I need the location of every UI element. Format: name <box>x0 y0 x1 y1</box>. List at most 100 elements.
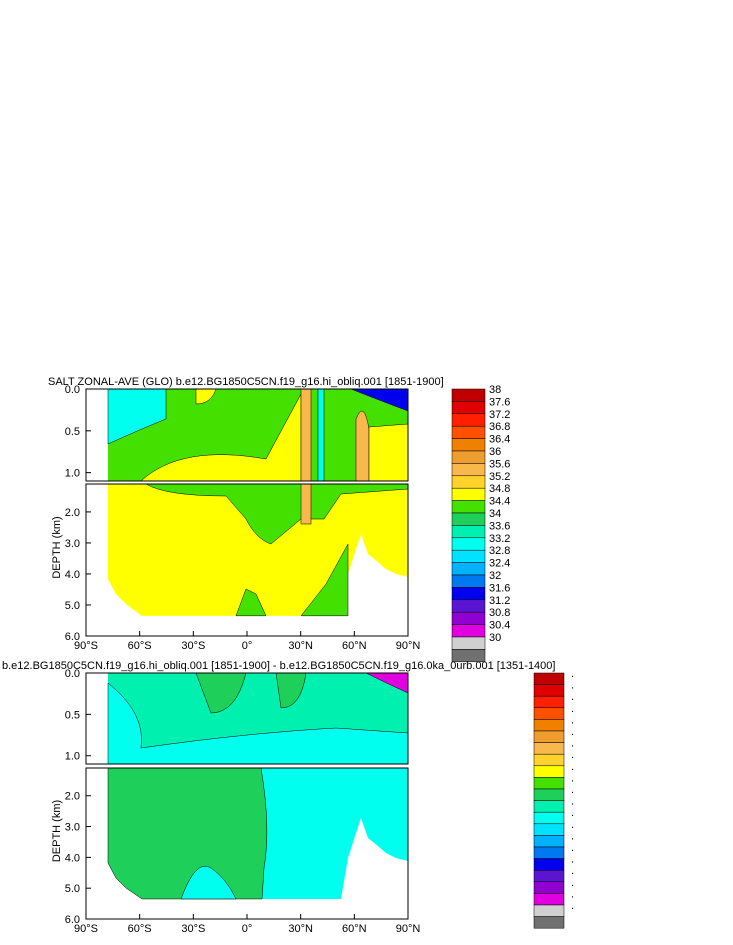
colorbar-swatch <box>533 858 565 871</box>
colorbar-swatch <box>533 684 565 697</box>
colorbar-swatch <box>451 425 486 439</box>
colorbar-swatch <box>533 893 565 906</box>
colorbar-label: . <box>571 784 574 796</box>
y-tick-label: 0.5 <box>65 709 80 721</box>
y-tick-label: 0.5 <box>65 426 80 438</box>
x-tick-label: 30°S <box>181 923 205 935</box>
colorbar-swatch <box>451 463 486 477</box>
colorbar-swatch <box>451 388 486 402</box>
contour-region <box>107 388 167 445</box>
colorbar-label: . <box>571 703 574 715</box>
x-tick-label: 30°N <box>288 923 313 935</box>
y-axis-label: DEPTH (km) <box>51 800 63 862</box>
colorbar-label: 35.2 <box>489 471 510 483</box>
colorbar-swatch <box>451 574 486 588</box>
colorbar-label: . <box>571 830 574 842</box>
chart-title: b.e12.BG1850C5CN.f19_g16.hi_obliq.001 [1… <box>2 660 555 672</box>
colorbar-label: 30.4 <box>489 620 510 632</box>
colorbar-label: . <box>571 888 574 900</box>
contour-region <box>317 388 325 482</box>
colorbar-label: . <box>571 854 574 866</box>
colorbar-swatch <box>451 500 486 514</box>
y-tick-label: 6.0 <box>65 914 80 926</box>
chart-title: SALT ZONAL-AVE (GLO) b.e12.BG1850C5CN.f1… <box>48 376 444 388</box>
contour-region <box>107 682 409 765</box>
colorbar: ..................... <box>533 668 574 929</box>
colorbar-swatch <box>451 475 486 489</box>
colorbar-swatch <box>451 599 486 613</box>
colorbar-swatch <box>451 562 486 576</box>
colorbar-swatch <box>533 742 565 755</box>
colorbar-label: . <box>571 738 574 750</box>
colorbar-label: 37.2 <box>489 409 510 421</box>
colorbar-label: 32.8 <box>489 545 510 557</box>
x-tick-label: 60°S <box>128 923 152 935</box>
colorbar-label: . <box>571 714 574 726</box>
colorbar-label: . <box>571 726 574 738</box>
plot-frame-upper <box>85 672 409 765</box>
colorbar-swatch <box>533 719 565 732</box>
colorbar-swatch <box>533 753 565 767</box>
colorbar-label: 34.8 <box>489 483 510 495</box>
colorbar-label: 32.4 <box>489 558 510 570</box>
colorbar-label: 36 <box>489 446 501 458</box>
colorbar-swatch <box>533 800 565 813</box>
x-tick-label: 30°S <box>181 640 205 652</box>
x-tick-label: 0° <box>242 923 253 935</box>
colorbar-swatch <box>451 413 486 427</box>
x-tick-label: 90°N <box>396 923 421 935</box>
y-tick-label: 5.0 <box>65 883 80 895</box>
colorbar-swatch <box>451 512 486 526</box>
colorbar-label: 36.4 <box>489 434 510 446</box>
chart-panel-1: SALT ZONAL-AVE (GLO) b.e12.BG1850C5CN.f1… <box>48 376 510 663</box>
contour-region <box>235 588 267 617</box>
colorbar-swatch <box>533 811 565 825</box>
x-tick-label: 90°S <box>74 640 98 652</box>
colorbar-swatch <box>451 624 486 638</box>
colorbar-label: 37.6 <box>489 396 510 408</box>
colorbar-swatch <box>451 587 486 601</box>
y-tick-label: 0.0 <box>65 384 80 396</box>
colorbar-swatch <box>533 835 565 848</box>
colorbar-swatch <box>451 487 486 501</box>
colorbar-swatch <box>451 549 486 563</box>
colorbar-swatch <box>533 695 565 709</box>
colorbar-label: 34 <box>489 508 501 520</box>
colorbar-swatch <box>451 636 486 650</box>
contour-region <box>140 393 302 482</box>
colorbar-label: 35.6 <box>489 458 510 470</box>
colorbar-swatch <box>533 765 565 778</box>
colorbar-swatch <box>451 537 486 551</box>
colorbar-label: . <box>571 819 574 831</box>
y-tick-label: 0.0 <box>65 668 80 680</box>
chart-panel-2: b.e12.BG1850C5CN.f19_g16.hi_obliq.001 [1… <box>2 660 574 935</box>
colorbar-label: . <box>571 691 574 703</box>
colorbar-swatch <box>533 881 565 894</box>
colorbar-swatch <box>451 438 486 452</box>
colorbar-swatch <box>533 730 565 743</box>
contour-region <box>107 767 268 900</box>
colorbar-swatch <box>533 823 565 836</box>
x-tick-label: 60°S <box>128 640 152 652</box>
upper-section <box>107 388 409 482</box>
lower-section <box>108 483 409 617</box>
colorbar-label: 38 <box>489 384 501 396</box>
colorbar-label: . <box>571 877 574 889</box>
colorbar-label: 33.6 <box>489 520 510 532</box>
colorbar-swatch <box>451 649 486 663</box>
y-tick-label: 1.0 <box>65 751 80 763</box>
contour-region <box>300 483 312 525</box>
x-tick-label: 30°N <box>288 640 313 652</box>
x-tick-label: 90°S <box>74 923 98 935</box>
colorbar-label: . <box>571 807 574 819</box>
colorbar-label: 34.4 <box>489 496 510 508</box>
colorbar-label: . <box>571 865 574 877</box>
x-tick-label: 60°N <box>342 923 367 935</box>
colorbar-label: 31.2 <box>489 595 510 607</box>
colorbar-label: . <box>571 761 574 773</box>
y-axis-label: DEPTH (km) <box>51 516 63 578</box>
colorbar-swatch <box>533 707 565 720</box>
y-tick-label: 3.0 <box>65 538 80 550</box>
y-tick-label: 2.0 <box>65 507 80 519</box>
y-tick-label: 1.0 <box>65 468 80 480</box>
